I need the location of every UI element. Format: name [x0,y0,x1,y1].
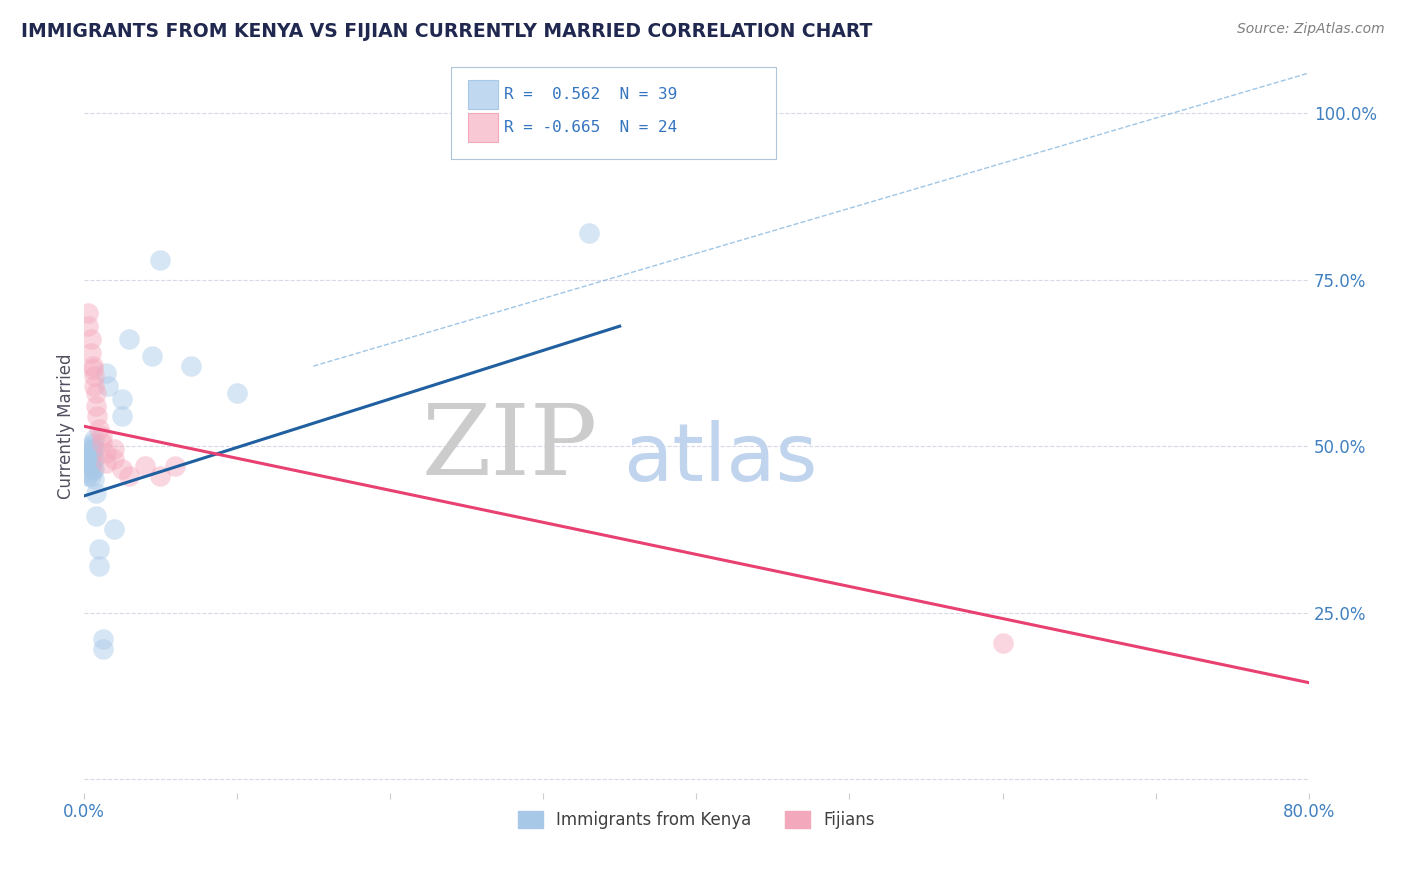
Point [82,362,104,376]
Point [84,385,107,400]
Point [93,642,115,657]
Point [149,469,172,483]
Point [76,469,98,483]
Point [180,359,202,373]
Point [87,422,110,436]
Point [80,333,103,347]
Point [79,466,101,480]
FancyBboxPatch shape [451,67,776,159]
Text: Source: ZipAtlas.com: Source: ZipAtlas.com [1237,22,1385,37]
Text: IMMIGRANTS FROM KENYA VS FIJIAN CURRENTLY MARRIED CORRELATION CHART: IMMIGRANTS FROM KENYA VS FIJIAN CURRENTL… [21,22,873,41]
Point [80,469,103,483]
Point [97,379,120,393]
Point [165,459,187,474]
Point [82,462,104,476]
Point [111,409,134,424]
Point [83,433,105,447]
Point [134,459,156,474]
Point [83,379,105,393]
Point [80,346,103,360]
Point [83,472,105,486]
Point [93,632,115,647]
Point [87,542,110,557]
Point [225,385,247,400]
Point [96,456,118,470]
Point [84,509,107,524]
Text: ZIP: ZIP [422,401,598,496]
Point [84,485,107,500]
Point [83,369,105,384]
Point [80,446,103,460]
Legend: Immigrants from Kenya, Fijians: Immigrants from Kenya, Fijians [512,804,882,836]
Text: R = -0.665  N = 24: R = -0.665 N = 24 [503,120,678,136]
Point [77,446,100,460]
Point [82,359,104,373]
Point [118,469,141,483]
Point [103,523,125,537]
Point [79,449,101,463]
Point [82,435,104,450]
Point [79,459,101,474]
Point [77,319,100,334]
Y-axis label: Currently Married: Currently Married [58,353,75,499]
Point [82,442,104,457]
Point [149,252,172,267]
Point [80,439,103,453]
Point [76,456,98,470]
Point [83,452,105,467]
Point [90,435,112,450]
Point [96,446,118,460]
Point [141,349,163,363]
Point [90,429,112,443]
Point [77,452,100,467]
Point [80,452,103,467]
FancyBboxPatch shape [468,113,498,143]
Point [96,366,118,380]
Point [578,226,600,240]
Point [111,462,134,476]
Point [991,636,1014,650]
Text: R =  0.562  N = 39: R = 0.562 N = 39 [503,87,678,103]
Point [111,392,134,407]
Point [103,452,125,467]
Point [82,452,104,467]
Point [77,306,100,320]
FancyBboxPatch shape [468,80,498,110]
Point [118,333,141,347]
Point [83,462,105,476]
Point [83,442,105,457]
Text: atlas: atlas [623,420,817,498]
Point [87,559,110,574]
Point [79,442,101,457]
Point [84,399,107,413]
Point [86,409,108,424]
Point [103,442,125,457]
Point [80,459,103,474]
